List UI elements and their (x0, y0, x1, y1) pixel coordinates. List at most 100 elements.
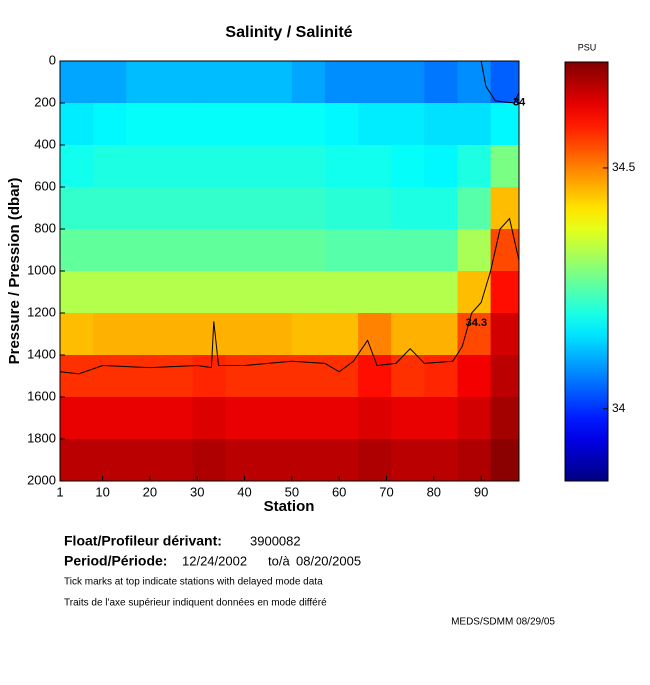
note-fr: Traits de l'axe supérieur indiquent donn… (64, 598, 327, 609)
heat-cell (324, 313, 359, 356)
colorbar-tick-label: 34.5 (612, 160, 636, 174)
heat-cell (93, 271, 127, 314)
heat-cell (391, 397, 425, 440)
heat-cell (126, 355, 160, 398)
heat-cell (159, 271, 193, 314)
heat-cell (225, 103, 260, 146)
heat-cell (424, 313, 458, 356)
heat-cell (93, 313, 127, 356)
y-tick-label: 0 (49, 52, 56, 67)
heat-cell (391, 229, 425, 272)
heat-cell (258, 229, 293, 272)
heat-cell (424, 439, 458, 482)
heat-cell (391, 187, 425, 230)
heat-cell (258, 397, 293, 440)
contour-label: 34 (513, 96, 526, 108)
heat-cell (391, 61, 425, 104)
heat-cell (391, 355, 425, 398)
heat-cell (424, 187, 458, 230)
credit: MEDS/SDMM 08/29/05 (451, 617, 555, 628)
heat-cell (457, 313, 492, 356)
period-to: to/à (268, 553, 290, 568)
heat-cell (490, 61, 520, 104)
heat-cell (324, 271, 359, 314)
heat-cell (424, 397, 458, 440)
heat-cell (225, 397, 260, 440)
float-label: Float/Profileur dérivant: (64, 533, 222, 549)
heat-cell (126, 271, 160, 314)
heat-cell (225, 271, 260, 314)
heat-cell (490, 145, 520, 188)
heat-cell (358, 229, 392, 272)
heat-cell (159, 103, 193, 146)
heat-cell (424, 61, 458, 104)
heat-cell (391, 313, 425, 356)
heat-cell (60, 271, 94, 314)
heat-cell (457, 145, 492, 188)
heat-cell (126, 61, 160, 104)
heat-cell (457, 439, 492, 482)
heat-cell (424, 271, 458, 314)
contour-line (480, 60, 520, 104)
y-axis-label: Pressure / Pression (dbar) (6, 178, 23, 365)
heat-cell (258, 271, 293, 314)
heat-cell (60, 313, 94, 356)
heat-cell (192, 271, 227, 314)
heat-cell (192, 397, 227, 440)
y-tick-label: 1200 (27, 304, 56, 319)
heat-cell (126, 439, 160, 482)
heat-cell (60, 103, 94, 146)
heat-cell (225, 61, 260, 104)
y-tick-label: 400 (34, 136, 56, 151)
heat-cell (291, 145, 326, 188)
heat-cell (225, 439, 260, 482)
heat-cell (424, 229, 458, 272)
heat-cell (457, 271, 492, 314)
heat-cell (358, 439, 392, 482)
heat-cell (225, 355, 260, 398)
heat-cell (192, 103, 227, 146)
x-tick-label: 10 (95, 484, 109, 499)
heat-cell (93, 229, 127, 272)
note-en: Tick marks at top indicate stations with… (64, 577, 323, 588)
heat-cell (490, 397, 520, 440)
heat-cell (225, 313, 260, 356)
heat-cell (291, 229, 326, 272)
heat-cell (424, 103, 458, 146)
heat-cell (291, 313, 326, 356)
heat-cell (159, 145, 193, 188)
heat-cell (60, 145, 94, 188)
heat-cell (291, 103, 326, 146)
heat-cell (93, 103, 127, 146)
heat-cell (159, 439, 193, 482)
period-start: 12/24/2002 (182, 553, 247, 568)
heat-cell (391, 145, 425, 188)
heat-cell (159, 187, 193, 230)
heat-cell (93, 397, 127, 440)
y-tick-label: 1800 (27, 430, 56, 445)
heat-cell (291, 397, 326, 440)
heat-cell (126, 313, 160, 356)
x-tick-label: 80 (427, 484, 441, 499)
heat-cell (225, 229, 260, 272)
heat-cell (126, 187, 160, 230)
heat-cell (126, 103, 160, 146)
heat-cell (60, 355, 94, 398)
heat-cell (457, 61, 492, 104)
heat-cell (457, 229, 492, 272)
heat-cell (358, 61, 392, 104)
heat-cell (60, 229, 94, 272)
heat-cell (324, 229, 359, 272)
x-tick-label: 30 (190, 484, 204, 499)
x-tick-label: 50 (285, 484, 299, 499)
heat-cell (93, 61, 127, 104)
y-tick-label: 1000 (27, 262, 56, 277)
heat-cell (60, 397, 94, 440)
x-tick-label: 20 (143, 484, 157, 499)
heat-cell (324, 187, 359, 230)
y-tick-label: 800 (34, 220, 56, 235)
heat-cell (391, 271, 425, 314)
heat-cell (324, 61, 359, 104)
heat-cell (258, 313, 293, 356)
